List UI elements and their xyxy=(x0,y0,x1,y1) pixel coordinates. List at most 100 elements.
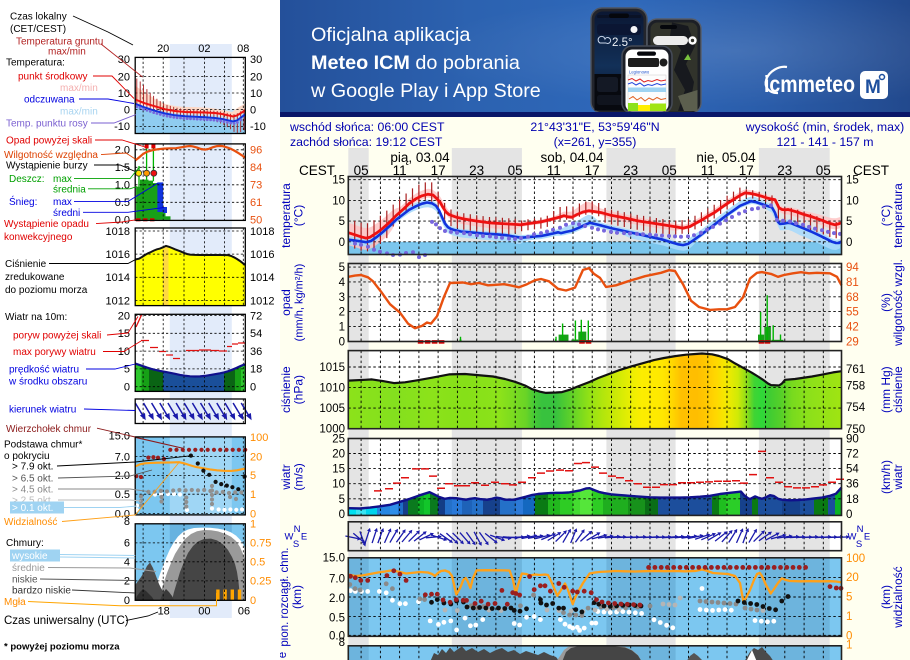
svg-text:Legionowo: Legionowo xyxy=(629,70,650,75)
svg-text:1010: 1010 xyxy=(319,383,345,395)
svg-text:05: 05 xyxy=(354,163,369,178)
svg-text:5: 5 xyxy=(339,262,345,274)
svg-text:Czas uniwersalny (UTC): Czas uniwersalny (UTC) xyxy=(4,615,129,627)
svg-text:ciśnienie: ciśnienie xyxy=(891,366,905,413)
svg-text:max: max xyxy=(53,197,72,208)
svg-text:72: 72 xyxy=(846,449,859,461)
svg-text:0: 0 xyxy=(846,509,852,521)
svg-text:0.5: 0.5 xyxy=(115,489,130,501)
svg-text:06: 06 xyxy=(238,606,250,618)
svg-text:20: 20 xyxy=(250,451,262,463)
svg-text:0.0: 0.0 xyxy=(115,508,130,520)
svg-text:0: 0 xyxy=(846,237,852,249)
svg-text:5: 5 xyxy=(846,591,852,603)
svg-text:E: E xyxy=(301,532,307,543)
svg-text:1: 1 xyxy=(846,639,852,651)
svg-text:5: 5 xyxy=(339,216,345,228)
svg-text:8: 8 xyxy=(124,516,130,528)
svg-text:7.0: 7.0 xyxy=(329,573,345,585)
svg-text:W: W xyxy=(285,532,294,543)
svg-text:2.5°: 2.5° xyxy=(612,37,633,49)
svg-text:Widzialność: Widzialność xyxy=(4,517,57,528)
svg-text:90: 90 xyxy=(846,433,859,445)
svg-text:(mm/h, kg/m²/h): (mm/h, kg/m²/h) xyxy=(294,264,306,342)
svg-text:(%): (%) xyxy=(879,293,893,312)
svg-text:11: 11 xyxy=(547,163,561,178)
svg-text:0.25: 0.25 xyxy=(250,576,271,588)
svg-text:1018: 1018 xyxy=(106,226,130,238)
svg-text:15: 15 xyxy=(332,175,345,187)
svg-text:średnie: średnie xyxy=(12,563,45,574)
svg-text:1018: 1018 xyxy=(250,226,274,238)
svg-text:05: 05 xyxy=(816,163,831,178)
svg-text:15: 15 xyxy=(846,175,859,187)
svg-text:754: 754 xyxy=(846,402,866,414)
svg-text:1000: 1000 xyxy=(319,424,345,436)
svg-text:72: 72 xyxy=(250,310,262,322)
svg-text:0: 0 xyxy=(846,631,852,643)
svg-text:CEST: CEST xyxy=(299,163,335,178)
svg-text:Wierzchołek chmur: Wierzchołek chmur xyxy=(6,424,92,435)
svg-text:1: 1 xyxy=(250,519,256,531)
svg-text:odczuwana: odczuwana xyxy=(24,95,75,106)
svg-text:Chmury:: Chmury: xyxy=(6,538,44,549)
svg-text:temperatura: temperatura xyxy=(280,183,293,248)
svg-text:2: 2 xyxy=(339,307,345,319)
svg-text:55: 55 xyxy=(846,307,859,319)
svg-text:17: 17 xyxy=(739,163,754,178)
svg-text:15.0: 15.0 xyxy=(109,430,130,442)
svg-text:1: 1 xyxy=(250,489,256,501)
svg-text:W: W xyxy=(848,532,857,543)
svg-text:temperatura: temperatura xyxy=(891,183,905,248)
svg-text:Podstawa chmur*: Podstawa chmur* xyxy=(4,439,82,450)
svg-text:o pokryciu: o pokryciu xyxy=(4,451,50,462)
svg-text:54: 54 xyxy=(250,328,262,340)
svg-text:15.0: 15.0 xyxy=(323,553,345,565)
svg-text:Wystąpienie burzy: Wystąpienie burzy xyxy=(6,161,88,172)
svg-text:Temperatura gruntu: Temperatura gruntu xyxy=(16,37,103,48)
svg-text:(m/s): (m/s) xyxy=(292,463,306,490)
svg-text:sob, 04.04: sob, 04.04 xyxy=(540,150,604,165)
svg-text:> 4.5 okt.: > 4.5 okt. xyxy=(12,485,53,496)
svg-text:widzialność: widzialność xyxy=(891,566,905,628)
svg-text:73: 73 xyxy=(250,180,262,192)
svg-text:68: 68 xyxy=(846,292,859,304)
svg-text:średnia: średnia xyxy=(53,184,86,195)
svg-text:Mgła: Mgła xyxy=(4,597,26,608)
svg-text:20: 20 xyxy=(118,310,130,322)
svg-text:> 7.9 okt.: > 7.9 okt. xyxy=(12,462,53,473)
svg-text:15: 15 xyxy=(118,328,130,340)
svg-text:23: 23 xyxy=(777,163,792,178)
svg-text:(km): (km) xyxy=(290,585,304,609)
svg-text:4: 4 xyxy=(339,277,346,289)
svg-text:Temp. punktu rosy: Temp. punktu rosy xyxy=(6,119,88,130)
svg-text:18: 18 xyxy=(158,606,170,618)
svg-text:5: 5 xyxy=(846,216,852,228)
svg-text:opad: opad xyxy=(280,289,293,316)
svg-text:11: 11 xyxy=(701,163,715,178)
svg-text:wschód słońca: 06:00 CEST: wschód słońca: 06:00 CEST xyxy=(289,120,445,134)
svg-text:84: 84 xyxy=(250,162,262,174)
svg-text:11: 11 xyxy=(393,163,407,178)
svg-text:(°C): (°C) xyxy=(879,205,893,226)
svg-text:Temperatura:: Temperatura: xyxy=(6,58,65,69)
svg-text:7.0: 7.0 xyxy=(115,451,130,463)
svg-text:(CET/CEST): (CET/CEST) xyxy=(10,24,66,35)
svg-text:94: 94 xyxy=(846,262,859,274)
svg-text:08: 08 xyxy=(237,43,249,55)
svg-text:0.0: 0.0 xyxy=(329,630,345,642)
svg-text:761: 761 xyxy=(846,364,865,376)
svg-text:100: 100 xyxy=(846,553,865,565)
svg-text:0: 0 xyxy=(339,509,345,521)
svg-text:konwekcyjnego: konwekcyjnego xyxy=(4,232,73,243)
svg-text:23: 23 xyxy=(623,163,638,178)
svg-text:Deszcz:: Deszcz: xyxy=(9,174,45,185)
svg-text:0: 0 xyxy=(124,595,130,607)
svg-text:4: 4 xyxy=(124,557,130,569)
svg-text:max porywy wiatru: max porywy wiatru xyxy=(13,347,96,358)
svg-text:21°43'31"E, 53°59'46"N: 21°43'31"E, 53°59'46"N xyxy=(530,120,659,134)
svg-text:36: 36 xyxy=(846,479,859,491)
svg-text:S: S xyxy=(293,539,299,550)
svg-text:20: 20 xyxy=(332,449,345,461)
svg-text:(km/h): (km/h) xyxy=(879,460,893,494)
